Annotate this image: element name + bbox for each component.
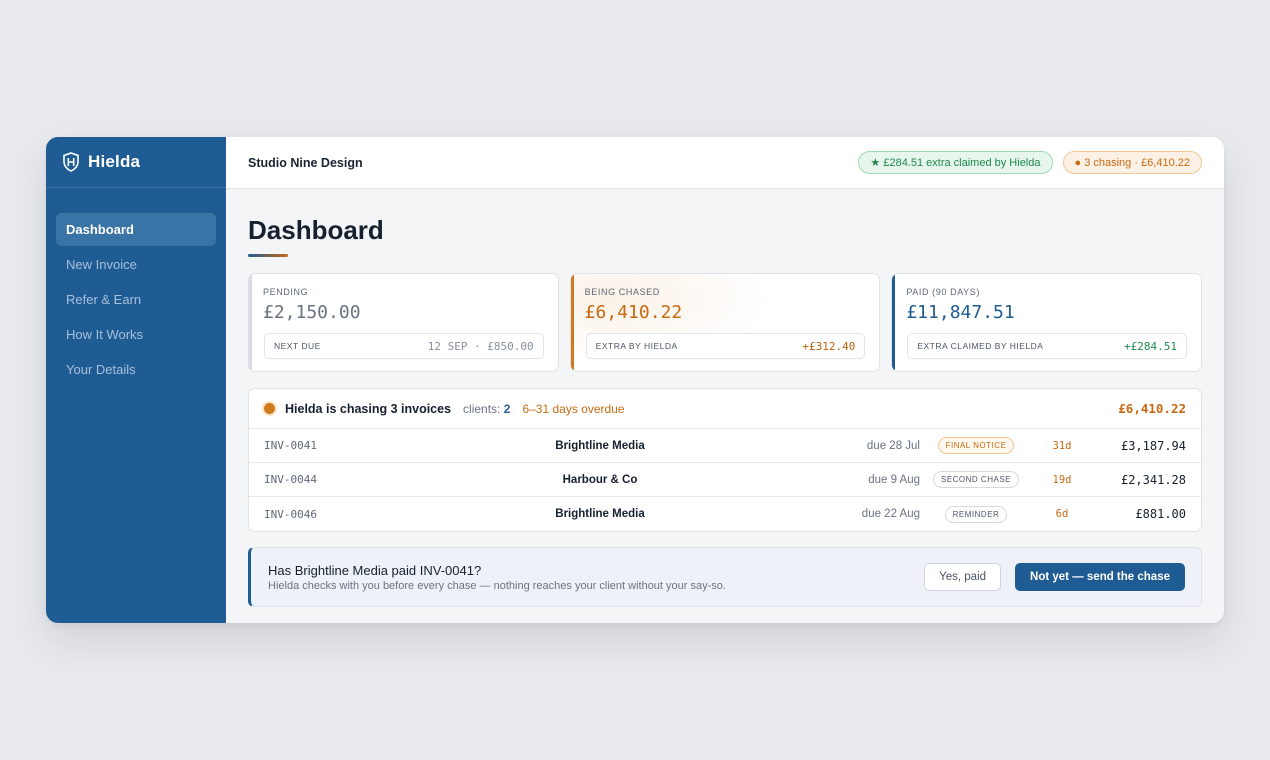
brand-name: Hielda xyxy=(88,152,141,171)
days-overdue: 19d xyxy=(1052,473,1072,486)
brand[interactable]: Hielda xyxy=(46,137,226,188)
clients-label: clients: xyxy=(463,401,501,416)
client-name: Harbour & Co xyxy=(562,473,638,486)
days-overdue: 6d xyxy=(1055,508,1069,520)
confirm-actions: Yes, paid Not yet — send the chase xyxy=(924,563,1185,591)
due-date: due 9 Aug xyxy=(868,473,920,486)
days-overdue: 31d xyxy=(1052,439,1072,452)
confirm-subtext: Hielda checks with you before every chas… xyxy=(268,579,726,592)
pending-card[interactable]: PENDING £2,150.00 NEXT DUE 12 SEP · £850… xyxy=(248,273,559,372)
overdue-range: 6–31 days overdue xyxy=(522,401,625,416)
workspace-name: Studio Nine Design xyxy=(248,155,363,170)
content: Dashboard PENDING £2,150.00 NEXT DUE 12 … xyxy=(226,189,1224,607)
chase-title: Hielda is chasing 3 invoices xyxy=(285,401,452,416)
card-sub: EXTRA BY HIELDA +£312.40 xyxy=(585,333,866,359)
card-value: £2,150.00 xyxy=(263,302,361,323)
card-label: BEING CHASED xyxy=(584,287,660,297)
main: Studio Nine Design ★ £284.51 extra claim… xyxy=(226,137,1224,623)
card-sub: EXTRA CLAIMED BY HIELDA +£284.51 xyxy=(907,333,1188,359)
due-date: due 28 Jul xyxy=(866,439,920,452)
card-label: PAID (90 DAYS) xyxy=(906,287,980,297)
table-row[interactable]: INV-0041 Brightline Media due 28 Jul FIN… xyxy=(249,429,1201,463)
table-row[interactable]: INV-0044 Harbour & Co due 9 Aug SECOND C… xyxy=(249,463,1201,497)
card-sub-label: EXTRA BY HIELDA xyxy=(595,341,678,351)
card-sub: NEXT DUE 12 SEP · £850.00 xyxy=(264,333,544,359)
clients-count: clients: 2 xyxy=(463,402,510,416)
card-sub-value: +£284.51 xyxy=(1124,339,1178,353)
sidebar: Hielda Dashboard New Invoice Refer & Ear… xyxy=(46,137,226,623)
sidebar-nav: Dashboard New Invoice Refer & Earn How I… xyxy=(46,188,226,386)
stage-badge: SECOND CHASE xyxy=(932,471,1019,488)
invoice-number: INV-0041 xyxy=(264,439,317,452)
client-name: Brightline Media xyxy=(555,508,645,520)
client-name: Brightline Media xyxy=(555,439,645,452)
card-sub-label: EXTRA CLAIMED BY HIELDA xyxy=(917,341,1044,351)
invoice-number: INV-0044 xyxy=(264,473,317,486)
shield-h-icon xyxy=(63,152,79,172)
card-label: PENDING xyxy=(263,287,309,297)
confirm-text: Has Brightline Media paid INV-0041? Hiel… xyxy=(268,563,726,592)
title-underline xyxy=(248,254,288,257)
card-sub-value: +£312.40 xyxy=(802,339,856,353)
header-pills: ★ £284.51 extra claimed by Hielda ● 3 ch… xyxy=(858,151,1202,174)
send-chase-button[interactable]: Not yet — send the chase xyxy=(1015,563,1185,591)
sidebar-item-your-details[interactable]: Your Details xyxy=(66,362,136,377)
clients-number: 2 xyxy=(503,401,511,416)
payment-confirm-banner: Has Brightline Media paid INV-0041? Hiel… xyxy=(248,547,1202,607)
chase-header: Hielda is chasing 3 invoices clients: 2 … xyxy=(249,389,1201,429)
claimed-pill[interactable]: ★ £284.51 extra claimed by Hielda xyxy=(858,151,1053,174)
sidebar-item-how-it-works[interactable]: How It Works xyxy=(66,327,144,342)
card-sub-value: 12 SEP · £850.00 xyxy=(427,339,534,353)
due-date: due 22 Aug xyxy=(861,508,920,520)
app-window: Hielda Dashboard New Invoice Refer & Ear… xyxy=(46,137,1224,623)
invoice-amount: £881.00 xyxy=(1135,507,1186,521)
stage-badge: FINAL NOTICE xyxy=(937,437,1015,454)
sidebar-item-refer-earn[interactable]: Refer & Earn xyxy=(66,292,142,307)
invoice-amount: £2,341.28 xyxy=(1120,472,1186,487)
invoice-number: INV-0046 xyxy=(264,507,317,521)
sidebar-item-new-invoice[interactable]: New Invoice xyxy=(66,257,137,272)
status-dot-icon xyxy=(264,403,275,414)
being-chased-card[interactable]: BEING CHASED £6,410.22 EXTRA BY HIELDA +… xyxy=(569,273,881,372)
confirm-question: Has Brightline Media paid INV-0041? xyxy=(268,562,482,578)
sidebar-item-dashboard[interactable]: Dashboard xyxy=(56,213,216,246)
paid-card[interactable]: PAID (90 DAYS) £11,847.51 EXTRA CLAIMED … xyxy=(891,273,1203,372)
card-value: £6,410.22 xyxy=(584,302,683,323)
yes-paid-button[interactable]: Yes, paid xyxy=(924,563,1002,591)
card-sub-label: NEXT DUE xyxy=(274,341,321,351)
chase-panel: Hielda is chasing 3 invoices clients: 2 … xyxy=(248,388,1202,532)
table-row[interactable]: INV-0046 Brightline Media due 22 Aug REM… xyxy=(249,497,1201,531)
summary-cards: PENDING £2,150.00 NEXT DUE 12 SEP · £850… xyxy=(248,273,1203,372)
topbar: Studio Nine Design ★ £284.51 extra claim… xyxy=(226,137,1224,189)
chase-total: £6,410.22 xyxy=(1118,401,1186,416)
invoice-amount: £3,187.94 xyxy=(1120,438,1186,453)
stage-badge: REMINDER xyxy=(944,505,1008,523)
chasing-pill[interactable]: ● 3 chasing · £6,410.22 xyxy=(1062,151,1202,174)
card-value: £11,847.51 xyxy=(906,302,1015,323)
page-title: Dashboard xyxy=(248,215,384,245)
